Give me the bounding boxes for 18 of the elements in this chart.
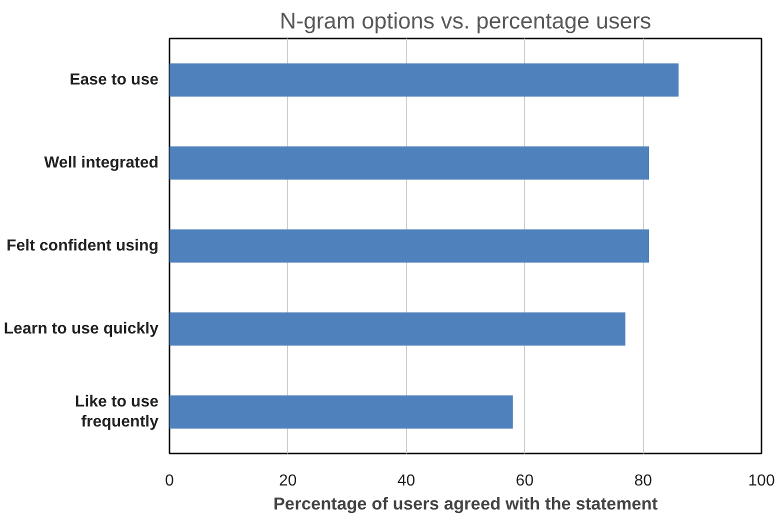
x-tick-label: 100 (748, 472, 775, 490)
bar (170, 146, 650, 180)
x-tick-label: 0 (165, 472, 174, 490)
y-tick-label: Ease to use (70, 72, 159, 88)
x-tick-label: 80 (634, 472, 652, 490)
x-tick-label: 60 (516, 472, 534, 490)
x-tick-label: 40 (397, 472, 416, 490)
y-tick-label: Well integrated (44, 154, 158, 172)
chart-title: N-gram options vs. percentage users (280, 8, 652, 34)
bar (170, 312, 626, 346)
bar (170, 395, 513, 429)
bar (170, 63, 679, 97)
y-tick-label: Learn to use quickly (4, 320, 159, 338)
x-tick-label: 20 (279, 472, 297, 490)
bar (170, 229, 650, 263)
x-axis-title: Percentage of users agreed with the statement (273, 494, 658, 514)
y-tick-label: Felt confident using (6, 238, 159, 254)
y-tick-label: Like to use frequently (74, 393, 159, 431)
